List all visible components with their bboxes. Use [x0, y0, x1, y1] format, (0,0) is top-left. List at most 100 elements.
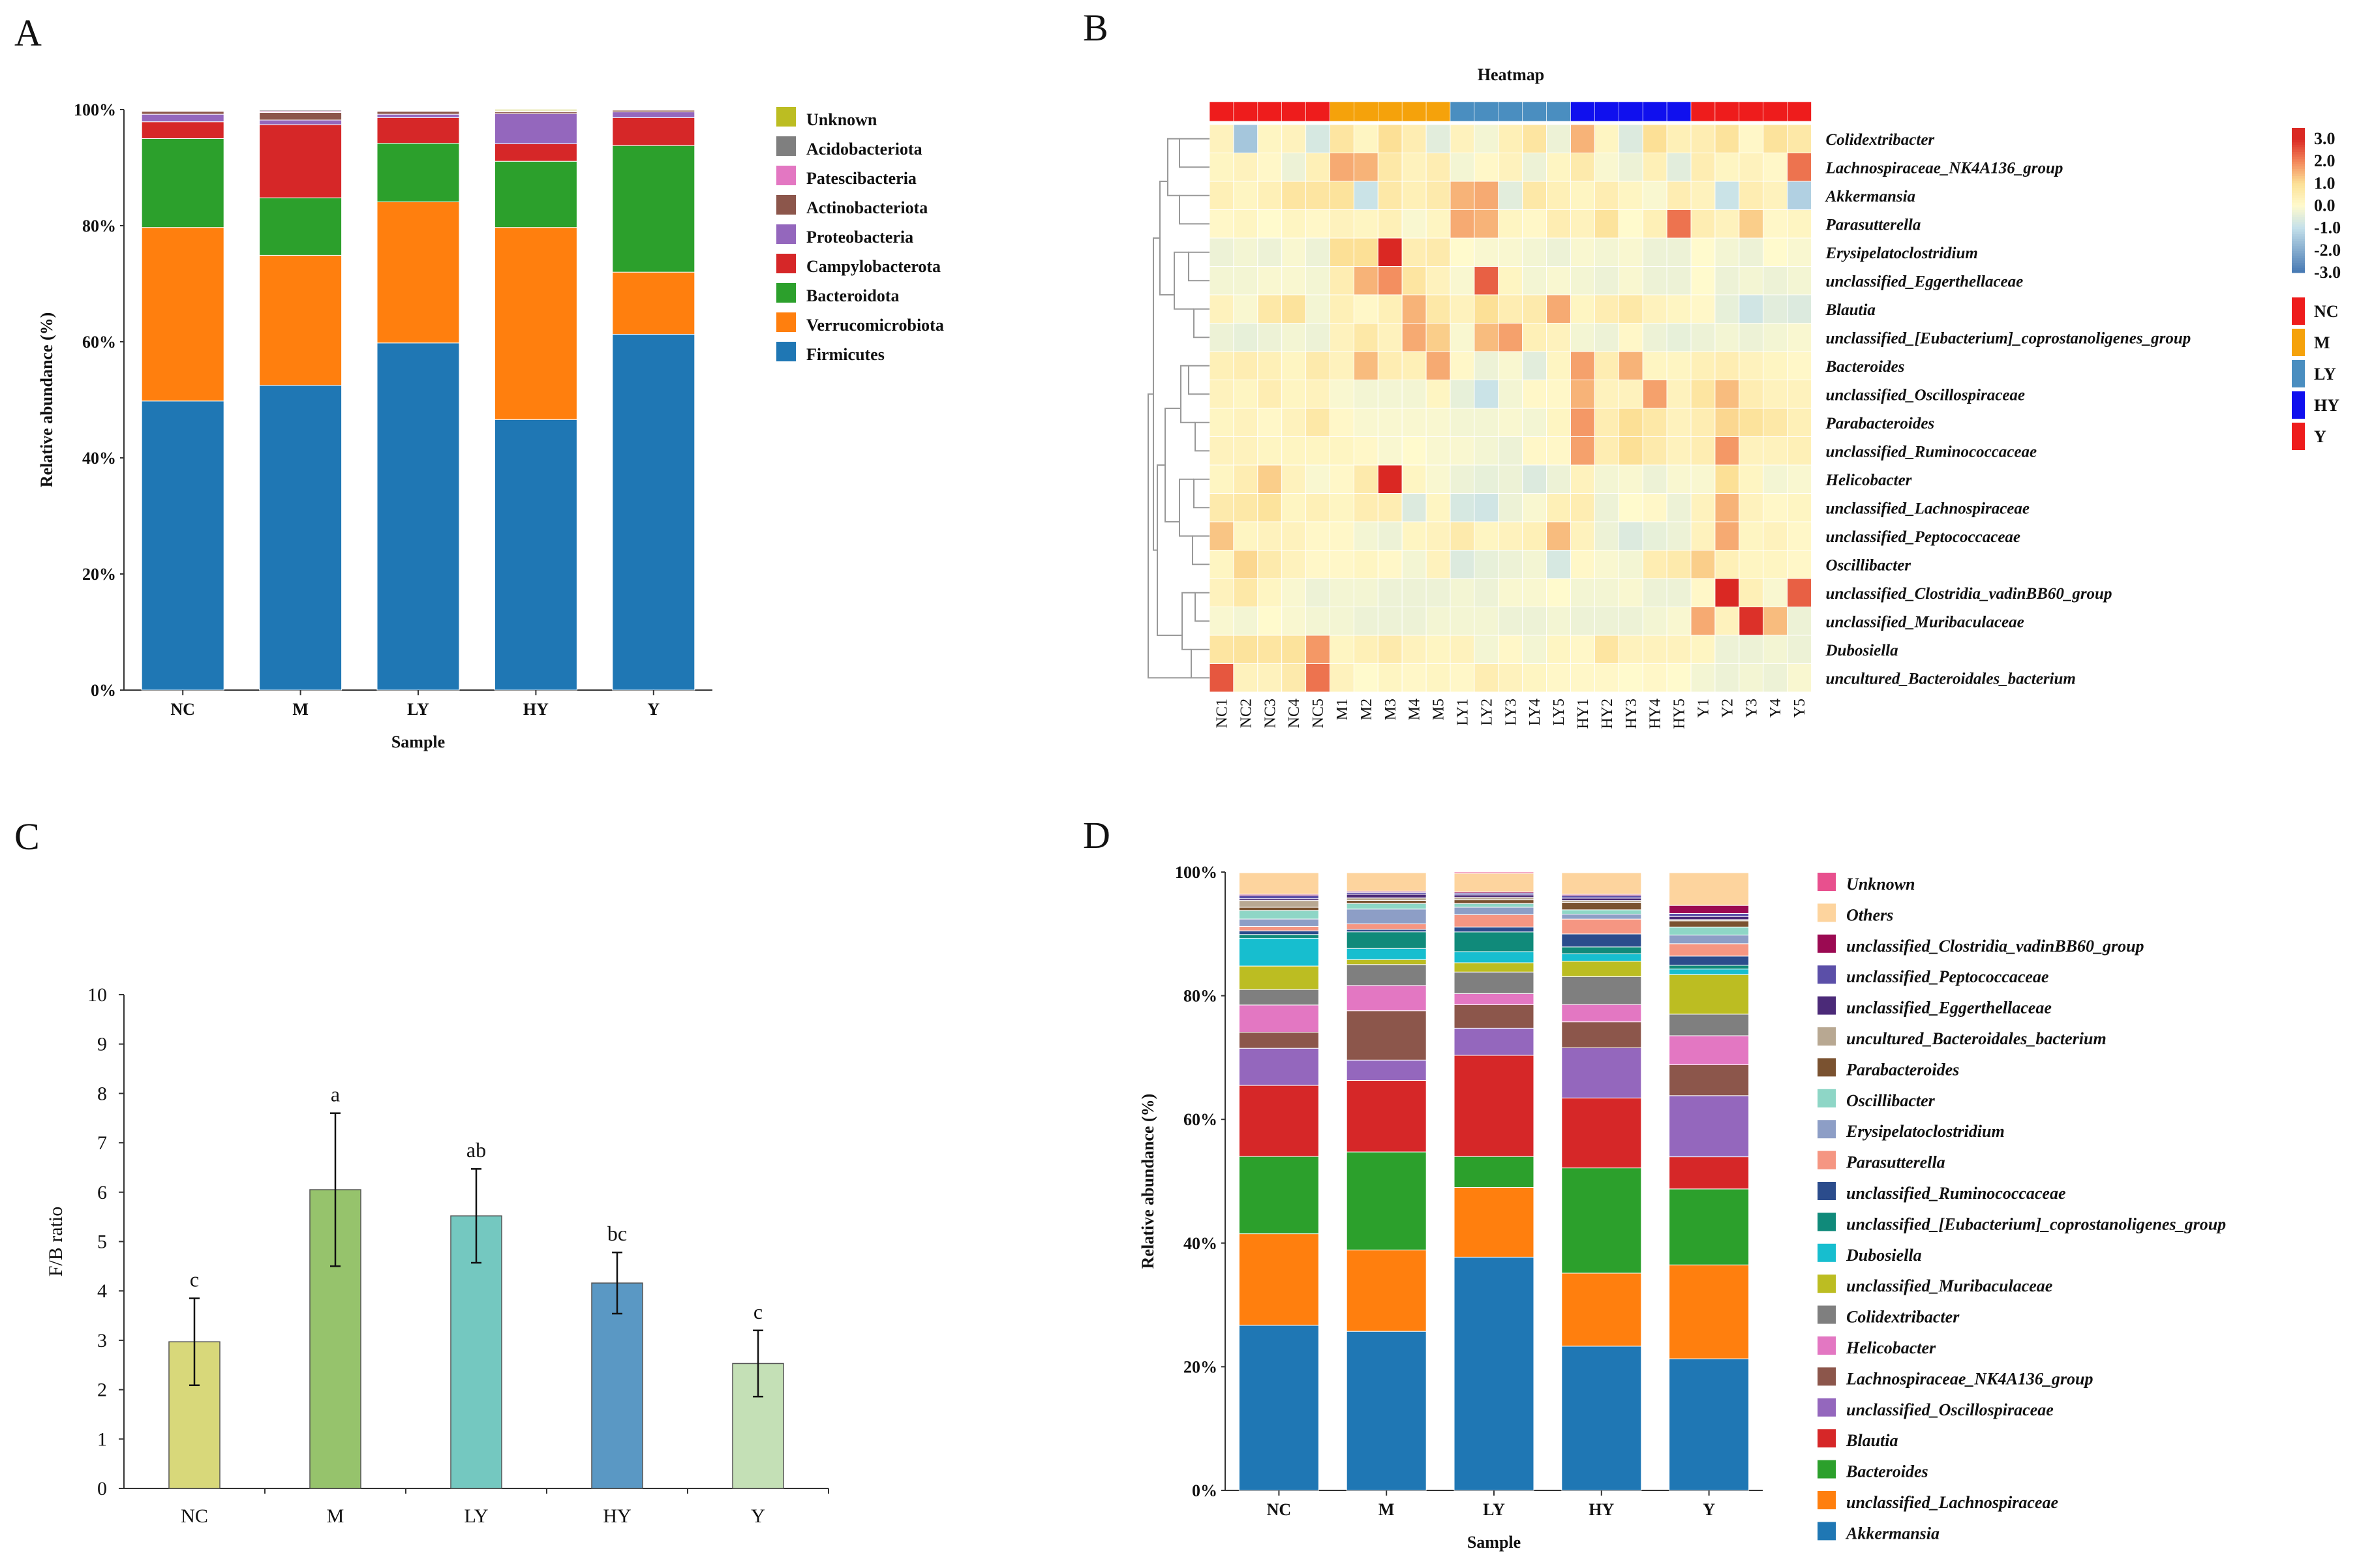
heatmap-cell-blautia-nc5 — [1305, 294, 1330, 324]
scale-strip — [2292, 212, 2305, 215]
column-label-y5: Y5 — [1791, 699, 1808, 717]
heatmap-cell-colidextribacter-ly1 — [1450, 124, 1475, 153]
heatmap-cell-colidextribacter-ly4 — [1522, 124, 1547, 153]
heatmap-cell-unclassified-oscillospiraceae-ly2 — [1474, 380, 1499, 409]
bar-segment-unclassified-eubacterium-coprostanoligenes-group-ly — [1453, 931, 1534, 952]
heatmap-cell-bacteroides-m3 — [1377, 351, 1403, 380]
heatmap-cell-bacteroides-ly4 — [1522, 351, 1547, 380]
heatmap-cell-unclassified-peptococcaceae-ly1 — [1450, 521, 1475, 550]
legend-label-verrucomicrobiota: Verrucomicrobiota — [806, 316, 944, 335]
heatmap-cell-parabacteroides-y2 — [1714, 408, 1740, 437]
bar-segment-firmicutes-nc — [141, 400, 224, 691]
scale-tick-label: -1.0 — [2314, 219, 2341, 237]
heatmap-cell-parabacteroides-hy5 — [1666, 408, 1692, 437]
heatmap-cell-akkermansia-nc5 — [1305, 181, 1330, 210]
heatmap-cell-unclassified-peptococcaceae-y1 — [1690, 521, 1716, 550]
heatmap-cell-unclassified-clostridia-vadinbb60-group-y4 — [1763, 578, 1788, 607]
bar-segment-oscillibacter-hy — [1561, 909, 1642, 915]
heatmap-cell-uncultured-bacteroidales-bacterium-ly2 — [1474, 663, 1499, 693]
group-bar-cell-ly4 — [1522, 101, 1547, 122]
heatmap-cell-blautia-ly1 — [1450, 294, 1475, 324]
column-label-hy3: HY3 — [1623, 699, 1640, 729]
scale-strip — [2292, 202, 2305, 205]
heatmap-cell-parabacteroides-m2 — [1353, 408, 1378, 437]
heatmap-cell-parabacteroides-m5 — [1425, 408, 1451, 437]
dendrogram-branch — [1181, 592, 1195, 650]
bar-segment-actinobacteriota-nc — [141, 111, 224, 115]
heatmap-cell-blautia-ly5 — [1546, 294, 1572, 324]
dendrogram-branch — [1195, 421, 1210, 452]
significance-label-ly: ab — [466, 1138, 486, 1162]
x-tick-label: HY — [603, 1505, 631, 1527]
legend-swatch-unknown — [776, 107, 796, 127]
scale-strip — [2292, 234, 2305, 237]
scale-strip — [2292, 249, 2305, 252]
x-tick-label: M — [327, 1505, 344, 1527]
x-tick-label: M — [1378, 1500, 1395, 1519]
heatmap-cell-unclassified-ruminococcaceae-ly1 — [1450, 436, 1475, 466]
scale-strip — [2292, 161, 2305, 165]
bar-segment-unknown-nc — [1238, 871, 1319, 873]
group-bar-cell-hy1 — [1570, 101, 1595, 122]
legend-label-unclassified-clostridia-vadinbb60-group: unclassified_Clostridia_vadinBB60_group — [1846, 937, 2144, 956]
legend-label-unclassified-eggerthellaceae: unclassified_Eggerthellaceae — [1846, 999, 2052, 1018]
bar-segment-unclassified-lachnospiraceae-nc — [1238, 1233, 1319, 1326]
heatmap-cell-unclassified-oscillospiraceae-y4 — [1763, 380, 1788, 409]
group-bar-cell-ly5 — [1546, 101, 1571, 122]
heatmap-cell-unclassified-oscillospiraceae-m4 — [1401, 380, 1427, 409]
bar-segment-unclassified-muribaculaceae-m — [1346, 959, 1427, 965]
chart-a-stacked-bar: 0% 20% 40% 60% 80% 100% NC M LY HY Y Sample Relative… — [37, 100, 944, 751]
y-tick-label: 60% — [1183, 1110, 1217, 1129]
heatmap-cell-unclassified-lachnospiraceae-ly3 — [1498, 493, 1523, 522]
heatmap-cell-unclassified-lachnospiraceae-nc5 — [1305, 493, 1330, 522]
heatmap-cell-oscillibacter-y3 — [1739, 550, 1764, 579]
heatmap-cell-unclassified-lachnospiraceae-y3 — [1739, 493, 1764, 522]
heatmap-cell-parasutterella-m1 — [1330, 209, 1354, 239]
y-tick-label: 6 — [97, 1182, 107, 1203]
bar-segment-parabacteroides-ly — [1453, 899, 1534, 904]
heatmap-cell-dubosiella-nc4 — [1281, 635, 1307, 664]
heatmap-cell-lachnospiraceae-nk4a136-group-hy1 — [1570, 153, 1595, 182]
heatmap-cell-parabacteroides-ly3 — [1498, 408, 1523, 437]
bar-segment-unclassified-eubacterium-coprostanoligenes-group-nc — [1238, 934, 1319, 939]
heatmap-cell-akkermansia-ly1 — [1450, 181, 1475, 210]
heatmap-cell-unclassified-eubacterium-coprostanoligenes-group-nc2 — [1233, 323, 1258, 352]
heatmap-cell-erysipelatoclostridium-y5 — [1787, 237, 1812, 267]
heatmap-cell-parasutterella-nc2 — [1233, 209, 1258, 239]
heatmap-cell-parabacteroides-y3 — [1739, 408, 1764, 437]
heatmap-cell-akkermansia-ly4 — [1522, 181, 1547, 210]
heatmap-cell-parasutterella-y5 — [1787, 209, 1812, 239]
group-bar-cell-m4 — [1401, 101, 1427, 122]
heatmap-cell-dubosiella-ly5 — [1546, 635, 1572, 664]
heatmap-cell-oscillibacter-y5 — [1787, 550, 1812, 579]
heatmap-cell-unclassified-peptococcaceae-hy3 — [1618, 521, 1643, 550]
bar-segment-campylobacterota-m — [259, 124, 342, 198]
heatmap-cell-parabacteroides-m1 — [1330, 408, 1354, 437]
legend-swatch-unclassified-eggerthellaceae — [1818, 996, 1836, 1015]
chart-d-stacked-bar: 0% 20% 40% 60% 80% 100% NC M LY HY Y Sample Relative… — [1138, 863, 2226, 1552]
bar-segment-firmicutes-ly — [376, 342, 460, 691]
bar-segment-proteobacteria-y — [612, 112, 695, 118]
heatmap-cell-lachnospiraceae-nk4a136-group-m3 — [1377, 153, 1403, 182]
heatmap-cell-erysipelatoclostridium-m4 — [1401, 237, 1427, 267]
column-label-m2: M2 — [1358, 699, 1375, 720]
heatmap-cell-unclassified-eubacterium-coprostanoligenes-group-ly2 — [1474, 323, 1499, 352]
heatmap-cell-helicobacter-nc4 — [1281, 464, 1307, 494]
bar-segment-unclassified-oscillospiraceae-hy — [1561, 1048, 1642, 1098]
heatmap-cell-unclassified-eubacterium-coprostanoligenes-group-ly3 — [1498, 323, 1523, 352]
x-tick-label: NC — [181, 1505, 208, 1527]
heatmap-cell-helicobacter-nc2 — [1233, 464, 1258, 494]
heatmap-cell-lachnospiraceae-nk4a136-group-m2 — [1353, 153, 1378, 182]
bar-segment-lachnospiraceae-nk4a136-group-nc — [1238, 1032, 1319, 1049]
heatmap-cell-erysipelatoclostridium-y2 — [1714, 237, 1740, 267]
bar-segment-blautia-nc — [1238, 1085, 1319, 1157]
scale-strip — [2292, 250, 2305, 254]
heatmap-cell-unclassified-eggerthellaceae-ly1 — [1450, 266, 1475, 295]
heatmap-cell-unclassified-muribaculaceae-m5 — [1425, 607, 1451, 636]
dendrogram-branch — [1179, 478, 1194, 537]
heatmap-cell-erysipelatoclostridium-nc5 — [1305, 237, 1330, 267]
heatmap-cell-dubosiella-hy2 — [1594, 635, 1619, 664]
heatmap-cell-unclassified-muribaculaceae-hy4 — [1642, 607, 1667, 636]
legend-label-lachnospiraceae-nk4a136-group: Lachnospiraceae_NK4A136_group — [1846, 1369, 2093, 1388]
heatmap-cell-akkermansia-m5 — [1425, 181, 1451, 210]
